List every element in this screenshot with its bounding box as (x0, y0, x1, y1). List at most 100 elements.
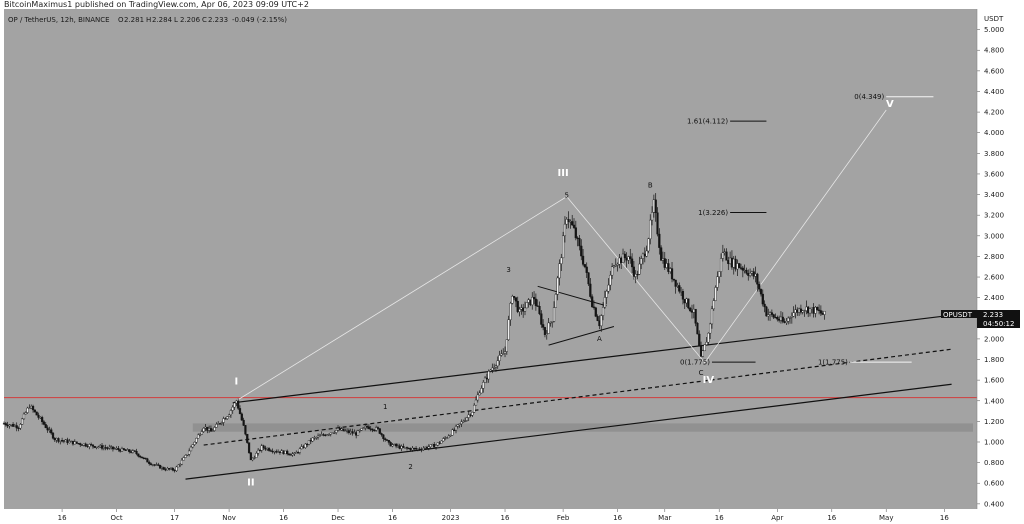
candle-body (220, 422, 223, 424)
candle-body (79, 443, 82, 445)
candle-body (184, 455, 187, 458)
candle-body (95, 446, 98, 449)
candle-body (745, 269, 748, 274)
candle-body (202, 428, 205, 432)
candle-body (500, 353, 503, 356)
price-tag: OPUSDT 2.233 04:50:12 (941, 310, 1020, 328)
candle-body (429, 444, 432, 448)
candle-body (315, 437, 318, 439)
candle-body (518, 309, 521, 312)
candle-body (129, 451, 133, 453)
candle-body (128, 449, 131, 452)
candle-body (458, 423, 461, 426)
candle-body (53, 438, 56, 441)
candle-body (19, 424, 22, 429)
candle-body (59, 440, 62, 442)
candle-body (732, 258, 735, 268)
candle-body (198, 434, 202, 436)
candle-body (607, 284, 610, 292)
candle-body (413, 447, 416, 450)
candle-body (725, 251, 728, 261)
candle-body (273, 451, 276, 453)
candle-body (721, 252, 724, 259)
candle-body (571, 221, 574, 226)
candle-body (120, 448, 124, 452)
candle-body (705, 341, 708, 345)
candle-body (122, 448, 125, 451)
candle-body (803, 310, 806, 312)
candle-body (812, 307, 815, 314)
candle-body (545, 333, 548, 335)
candle-body (307, 440, 311, 445)
candle-body (293, 452, 296, 455)
candle-body (783, 321, 786, 323)
candle-body (204, 426, 207, 429)
candle-body (71, 440, 75, 445)
candle-body (99, 445, 102, 448)
plot-area[interactable] (4, 9, 977, 509)
candle-body (770, 312, 773, 315)
candle-body (611, 266, 614, 276)
y-tick-label: 3.000 (984, 232, 1004, 240)
candle-body (286, 450, 289, 455)
candle-body (347, 430, 351, 433)
price-tag-countdown: 04:50:12 (983, 320, 1014, 328)
x-tick-label: Oct (110, 514, 122, 522)
candle-body (422, 448, 425, 450)
candle-body (638, 263, 641, 275)
fib-label-3: 1(3.226) (698, 209, 728, 217)
candle-body (424, 446, 427, 449)
candle-body (11, 424, 15, 427)
candle-body (632, 266, 636, 277)
candle-body (391, 444, 394, 447)
candle-body (351, 431, 354, 434)
candle-body (665, 263, 668, 268)
triangle-line-1 (537, 285, 607, 307)
candle-body (258, 449, 262, 452)
candle-body (304, 443, 307, 448)
y-axis[interactable]: 5.000 4.800 4.600 4.400 4.200 4.000 3.800 3.600… (976, 9, 1004, 509)
candle-body (106, 447, 109, 449)
candle-body (280, 450, 283, 454)
candle-body (823, 311, 826, 315)
candle-body (226, 416, 229, 419)
candle-body (600, 315, 603, 327)
candle-body (139, 455, 142, 458)
candle-body (505, 339, 508, 352)
candle-body (591, 296, 594, 308)
support-zone (192, 423, 974, 432)
candle-body (627, 256, 630, 261)
candle-body (434, 444, 438, 448)
candle-body (35, 411, 38, 416)
candle-body (178, 463, 182, 466)
candle-body (785, 321, 788, 323)
candle-body (583, 264, 586, 268)
candle-body (33, 409, 36, 413)
candle-body (300, 446, 303, 450)
candle-body (275, 451, 278, 453)
candle-body (80, 444, 84, 446)
candle-body (551, 321, 554, 323)
candle-body (669, 268, 672, 272)
candle-body (523, 307, 527, 312)
candle-body (385, 439, 389, 441)
candle-body (262, 445, 265, 449)
candle-body (663, 258, 666, 268)
candle-body (119, 449, 122, 452)
candle-body (384, 438, 387, 440)
candle-body (260, 445, 263, 451)
candle-body (244, 425, 247, 435)
candle-body (807, 306, 810, 314)
candle-body (227, 414, 231, 417)
candle-body (676, 285, 679, 287)
candle-body (542, 324, 545, 328)
candle-body (456, 424, 459, 427)
candle-body (572, 224, 576, 228)
candle-body (696, 323, 699, 335)
x-axis[interactable]: 16 Oct 17 Nov 16 Dec 16 2023 16 Feb 16 Mar 16 Apr 16 Ma… (58, 509, 950, 522)
y-tick-label: 3.600 (984, 170, 1004, 178)
candle-body (251, 458, 254, 461)
candle-body (536, 305, 539, 307)
candle-body (289, 454, 292, 456)
